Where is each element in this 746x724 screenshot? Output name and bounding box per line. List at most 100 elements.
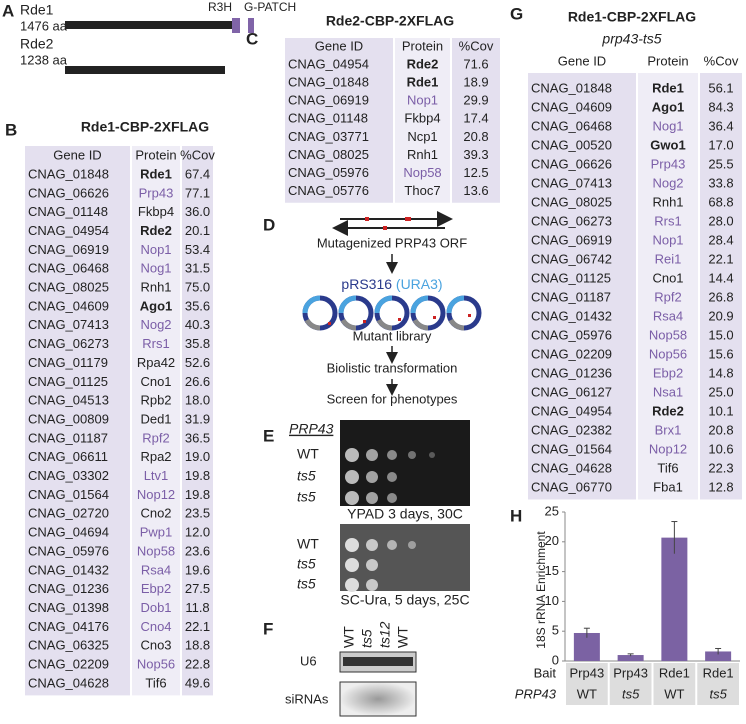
gene-id: CNAG_04628 bbox=[28, 675, 109, 690]
gene-id: CNAG_03771 bbox=[288, 129, 369, 144]
protein: Nop12 bbox=[649, 441, 687, 456]
coverage: 36.5 bbox=[185, 430, 210, 445]
r3h-domain bbox=[232, 18, 240, 33]
gene-id: CNAG_06127 bbox=[531, 384, 612, 399]
gene-id: CNAG_06770 bbox=[531, 479, 612, 494]
table-column-bg bbox=[638, 73, 698, 500]
protein: Dob1 bbox=[140, 600, 171, 615]
coverage: 15.0 bbox=[708, 327, 733, 342]
gene-id: CNAG_01148 bbox=[288, 111, 368, 126]
column-header: Protein bbox=[647, 53, 688, 68]
gene-id: CNAG_05976 bbox=[288, 165, 369, 180]
protein-name: Rde1 bbox=[20, 2, 54, 18]
coverage: 10.1 bbox=[708, 403, 733, 418]
domain-label: G-PATCH bbox=[244, 0, 296, 14]
protein: Nop12 bbox=[137, 487, 175, 502]
marker-arc bbox=[338, 295, 357, 314]
bar bbox=[705, 651, 732, 661]
colony-spot bbox=[387, 493, 397, 503]
protein: Rnh1 bbox=[140, 280, 171, 295]
step: Screen for phenotypes bbox=[327, 391, 458, 406]
gene-id: CNAG_02382 bbox=[531, 422, 612, 437]
gene-id: CNAG_01125 bbox=[531, 270, 611, 285]
table-column-bg bbox=[25, 146, 130, 696]
protein: Prp43 bbox=[139, 185, 174, 200]
row-label: Bait bbox=[534, 665, 557, 680]
protein: Rrs1 bbox=[142, 336, 169, 351]
gene-id: CNAG_04513 bbox=[28, 393, 109, 408]
coverage: 20.8 bbox=[708, 422, 733, 437]
coverage: 71.6 bbox=[463, 56, 488, 71]
gene-id: CNAG_04609 bbox=[531, 99, 612, 114]
blot-label: U6 bbox=[300, 653, 317, 668]
domain-label: R3H bbox=[208, 0, 232, 14]
gene-id: CNAG_01187 bbox=[531, 289, 611, 304]
coverage: 18.9 bbox=[463, 75, 488, 90]
strain: ts5 bbox=[297, 556, 316, 572]
colony-spot bbox=[429, 452, 435, 458]
protein: Rde1 bbox=[140, 166, 172, 181]
label-cell bbox=[609, 663, 652, 705]
protein: Nop56 bbox=[649, 346, 687, 361]
table-column-bg bbox=[285, 38, 393, 203]
marker-name: (URA3) bbox=[396, 276, 443, 292]
strain: ts5 bbox=[297, 468, 316, 484]
table-column-bg bbox=[528, 73, 636, 500]
colony-spot bbox=[387, 540, 397, 550]
colony-spot bbox=[345, 448, 359, 462]
protein: Tif6 bbox=[657, 460, 678, 475]
coverage: 67.4 bbox=[185, 166, 210, 181]
panel-label: G bbox=[510, 4, 523, 23]
protein: Nsa1 bbox=[653, 384, 683, 399]
y-axis-label: 18S rRNA Enrichment bbox=[534, 531, 548, 649]
strain: ts5 bbox=[297, 489, 316, 505]
gene-id: CNAG_04609 bbox=[28, 298, 109, 313]
sirna-blot bbox=[339, 681, 417, 717]
plasmid-name: pRS316 bbox=[341, 276, 392, 292]
u6-band bbox=[343, 657, 413, 666]
gene-id: CNAG_05976 bbox=[531, 327, 612, 342]
mutation bbox=[328, 322, 331, 325]
row-label: PRP43 bbox=[515, 686, 557, 701]
coverage: 17.0 bbox=[708, 137, 733, 152]
protein: Gwo1 bbox=[650, 137, 685, 152]
coverage: 13.6 bbox=[463, 183, 488, 198]
coverage: 12.0 bbox=[185, 525, 210, 540]
column-header: Gene ID bbox=[558, 53, 606, 68]
gene-id: CNAG_07413 bbox=[28, 317, 109, 332]
gene-id: CNAG_04954 bbox=[531, 403, 612, 418]
column-header: Gene ID bbox=[53, 147, 101, 162]
coverage: 20.9 bbox=[708, 308, 733, 323]
mutation bbox=[468, 314, 471, 317]
gene-id: CNAG_02209 bbox=[531, 346, 612, 361]
protein: Ebp2 bbox=[653, 365, 683, 380]
gene-id: CNAG_08025 bbox=[531, 194, 612, 209]
coverage: 12.8 bbox=[708, 479, 733, 494]
coverage: 35.6 bbox=[185, 298, 210, 313]
coverage: 19.0 bbox=[185, 449, 210, 464]
gene-id: CNAG_01432 bbox=[28, 562, 109, 577]
column-header: %Cov bbox=[459, 38, 494, 53]
protein: Ago1 bbox=[140, 298, 173, 313]
gene-id: CNAG_06468 bbox=[28, 261, 109, 276]
coverage: 22.1 bbox=[708, 251, 733, 266]
gene-id: CNAG_05976 bbox=[28, 543, 109, 558]
coverage: 18.8 bbox=[185, 638, 210, 653]
gene-id: CNAG_06919 bbox=[531, 232, 612, 247]
mutation bbox=[365, 217, 369, 221]
protein: Tif6 bbox=[145, 675, 166, 690]
coverage: 53.4 bbox=[185, 242, 210, 257]
gene-id: CNAG_02720 bbox=[28, 506, 109, 521]
y-tick-label: 5 bbox=[552, 623, 559, 638]
mutation bbox=[363, 320, 366, 323]
table-column-bg bbox=[182, 146, 213, 696]
panel-label: F bbox=[263, 619, 273, 638]
table-column-bg bbox=[132, 146, 180, 696]
protein: Nop1 bbox=[140, 242, 171, 257]
coverage: 36.0 bbox=[185, 204, 210, 219]
protein-length: 1238 aa bbox=[20, 52, 68, 67]
coverage: 25.5 bbox=[708, 156, 733, 171]
column-header: Protein bbox=[402, 38, 443, 53]
gene-id: CNAG_01564 bbox=[28, 487, 109, 502]
coverage: 23.5 bbox=[185, 506, 210, 521]
